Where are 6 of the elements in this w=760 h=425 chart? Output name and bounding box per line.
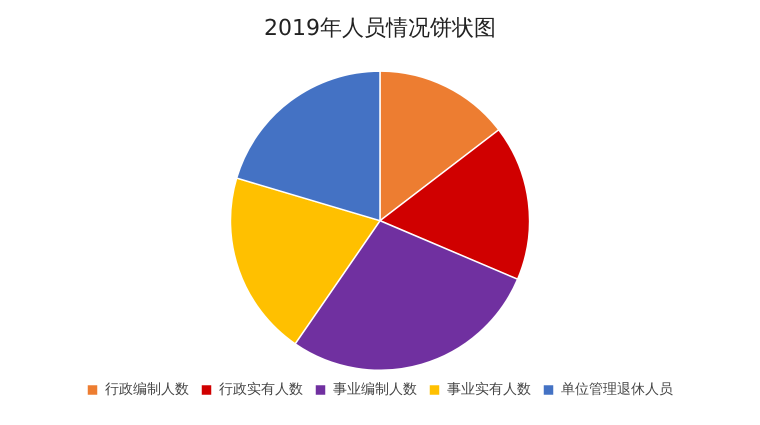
legend-label: 事业编制人数: [333, 382, 417, 398]
legend-label: 行政编制人数: [105, 382, 189, 398]
legend-label: 事业实有人数: [447, 382, 531, 398]
legend-label: 单位管理退休人员: [561, 382, 673, 398]
chart-title: 2019年人员情况饼状图: [264, 16, 496, 41]
legend-label: 行政实有人数: [219, 382, 303, 398]
